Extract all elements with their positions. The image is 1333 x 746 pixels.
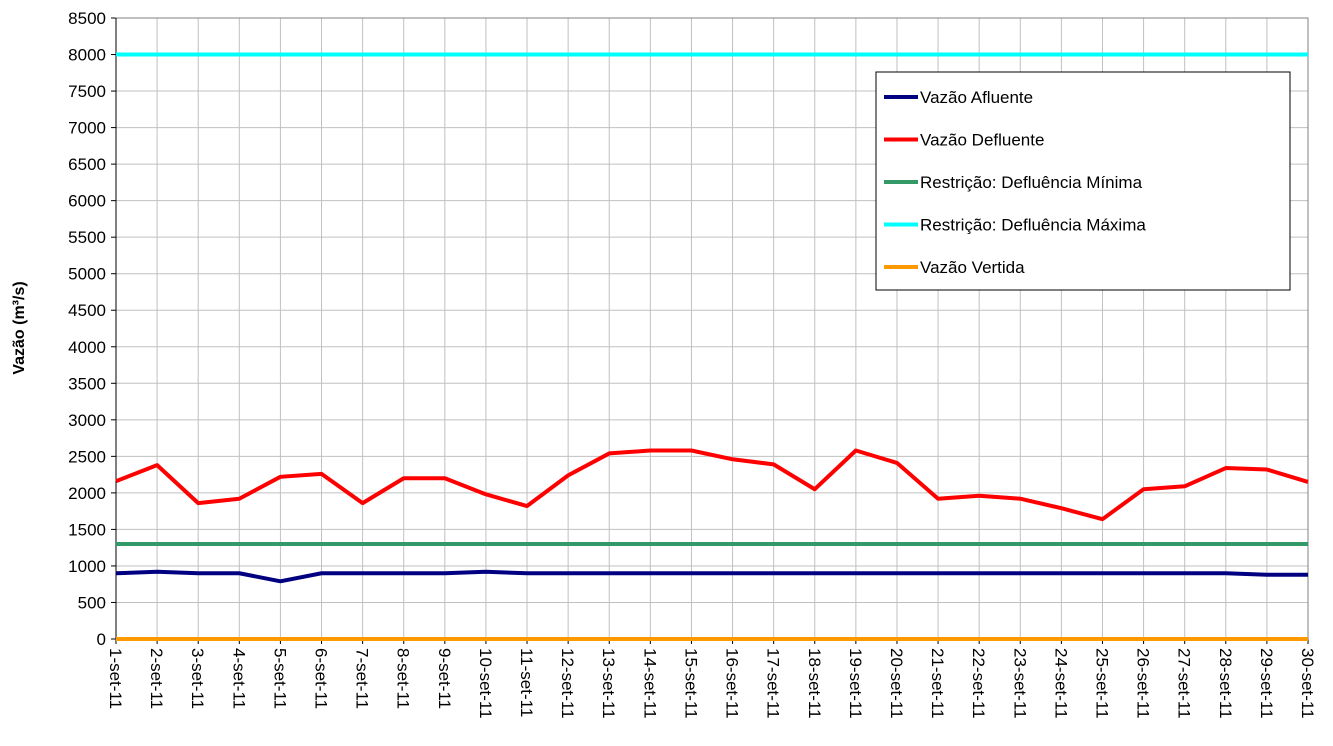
x-tick-label: 25-set-11 (1092, 648, 1111, 719)
y-tick-label: 7500 (68, 82, 106, 101)
y-tick-label: 3500 (68, 374, 106, 393)
x-tick-label: 4-set-11 (229, 648, 248, 709)
x-tick-label: 23-set-11 (1010, 648, 1029, 719)
y-tick-label: 8000 (68, 46, 106, 65)
x-tick-label: 3-set-11 (188, 648, 207, 709)
x-tick-label: 10-set-11 (476, 648, 495, 719)
y-tick-label: 500 (78, 593, 106, 612)
y-tick-label: 0 (97, 630, 106, 649)
x-tick-label: 29-set-11 (1257, 648, 1276, 719)
x-tick-label: 30-set-11 (1298, 648, 1317, 719)
x-tick-label: 1-set-11 (106, 648, 125, 709)
y-tick-label: 4500 (68, 301, 106, 320)
legend-label: Restrição: Defluência Mínima (920, 173, 1143, 192)
x-tick-label: 15-set-11 (681, 648, 700, 719)
x-tick-label: 27-set-11 (1175, 648, 1194, 719)
x-tick-label: 24-set-11 (1051, 648, 1070, 719)
y-tick-label: 3000 (68, 411, 106, 430)
y-tick-label: 6000 (68, 192, 106, 211)
y-axis-title: Vazão (m³/s) (11, 281, 28, 374)
legend-label: Restrição: Defluência Máxima (920, 216, 1146, 235)
series-line (115, 448, 1309, 522)
y-tick-label: 4000 (68, 338, 106, 357)
x-tick-label: 28-set-11 (1216, 648, 1235, 719)
x-tick-label: 16-set-11 (723, 648, 742, 719)
y-tick-label: 7000 (68, 119, 106, 138)
x-tick-label: 9-set-11 (435, 648, 454, 709)
legend-label: Vazão Vertida (920, 258, 1025, 277)
y-tick-label: 1000 (68, 557, 106, 576)
x-tick-label: 2-set-11 (147, 648, 166, 709)
y-tick-label: 6500 (68, 155, 106, 174)
y-tick-label: 5500 (68, 228, 106, 247)
x-tick-label: 18-set-11 (805, 648, 824, 719)
x-tick-label: 22-set-11 (969, 648, 988, 719)
x-tick-label: 14-set-11 (640, 648, 659, 719)
x-tick-label: 7-set-11 (353, 648, 372, 709)
y-tick-label: 5000 (68, 265, 106, 284)
x-tick-label: 26-set-11 (1134, 648, 1153, 719)
y-tick-label: 1500 (68, 520, 106, 539)
x-tick-label: 17-set-11 (764, 648, 783, 719)
x-tick-label: 6-set-11 (312, 648, 331, 709)
y-tick-label: 2000 (68, 484, 106, 503)
x-tick-label: 5-set-11 (270, 648, 289, 709)
x-tick-label: 21-set-11 (928, 648, 947, 719)
x-tick-label: 13-set-11 (599, 648, 618, 719)
x-tick-label: 8-set-11 (394, 648, 413, 709)
series-line (115, 569, 1308, 584)
legend-label: Vazão Afluente (920, 88, 1033, 107)
y-tick-label: 8500 (68, 9, 106, 28)
legend-box (875, 71, 1291, 291)
x-tick-label: 19-set-11 (846, 648, 865, 719)
x-tick-label: 20-set-11 (887, 648, 906, 719)
x-tick-label: 11-set-11 (517, 648, 536, 717)
x-tick-label: 12-set-11 (558, 648, 577, 719)
y-tick-label: 2500 (68, 447, 106, 466)
legend-label: Vazão Defluente (920, 131, 1044, 150)
